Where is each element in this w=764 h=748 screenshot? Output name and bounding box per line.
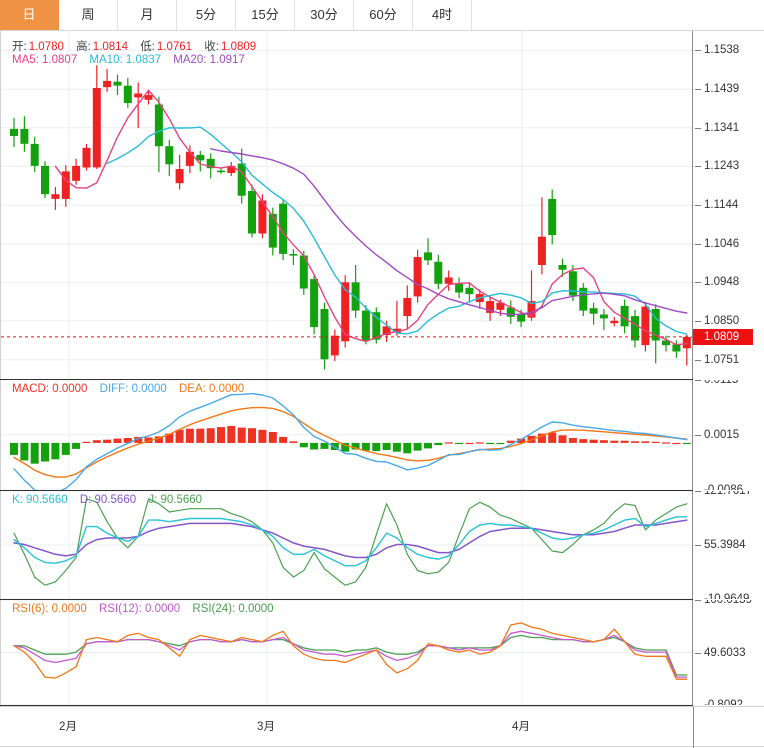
price-tick-label: 1.1243: [704, 160, 740, 173]
kdj-plot-svg: [1, 491, 692, 599]
tab-4hour[interactable]: 4时: [413, 0, 472, 30]
price-tick-label: 1.1439: [704, 83, 740, 96]
price-tick-label: 1.1341: [704, 121, 740, 134]
x-axis-right-edge: [693, 707, 694, 748]
tabbar-filler: [472, 0, 764, 30]
macd-tick-mark: [695, 434, 701, 436]
x-axis: 2月 3月 4月: [0, 706, 764, 748]
kdj-tick-mark: [695, 491, 701, 492]
macd-plot-svg: [1, 380, 692, 490]
price-tick-mark: [695, 89, 701, 91]
price-tick-label: 1.1046: [704, 237, 740, 250]
rsi-tick-mark: [695, 652, 701, 654]
tab-60min[interactable]: 60分: [354, 0, 413, 30]
tab-month[interactable]: 月: [118, 0, 177, 30]
rsi-xaxis-separator: [0, 705, 693, 706]
price-tick-label: 1.0948: [704, 276, 740, 289]
x-label-apr: 4月: [512, 721, 530, 733]
tab-day[interactable]: 日: [0, 0, 59, 30]
macd-tick-mark: [695, 380, 701, 381]
macd-tick-label: 0.0015: [704, 428, 740, 441]
rsi-tick-label: 49.6033: [704, 646, 746, 659]
price-tick-label: 1.0850: [704, 314, 740, 327]
kdj-tick-label: 121.7617: [704, 491, 752, 497]
tab-week[interactable]: 周: [59, 0, 118, 30]
macd-axis: 0.0115 0.0015 -0.0086: [693, 380, 764, 490]
price-tick-mark: [695, 50, 701, 52]
x-label-feb: 2月: [59, 721, 77, 733]
price-tick-label: 1.1144: [704, 199, 739, 212]
price-tick-mark: [695, 166, 701, 168]
macd-tick-label: -0.0086: [704, 484, 744, 490]
current-price-badge: 1.0809: [693, 328, 753, 345]
macd-plot[interactable]: [0, 380, 693, 490]
kdj-tick-label: -10.9649: [704, 593, 750, 599]
rsi-tick-label: 100.0159: [704, 600, 752, 606]
price-plot-svg: [1, 31, 692, 379]
kdj-plot[interactable]: [0, 491, 693, 599]
price-tick-mark: [695, 243, 701, 245]
rsi-tick-mark: [695, 600, 701, 601]
price-tick-label: 1.1538: [704, 44, 740, 57]
price-axis: 1.1538 1.1439 1.1341 1.1243 1.1144 1.1046 1.09…: [693, 31, 764, 379]
price-plot[interactable]: [0, 31, 693, 379]
kdj-tick-mark: [695, 545, 701, 546]
kdj-axis: 121.7617 55.3984 -10.9649: [693, 491, 764, 599]
macd-tick-label: 0.0115: [704, 380, 739, 386]
rsi-plot[interactable]: [0, 600, 693, 705]
price-tick-mark: [695, 127, 701, 129]
price-tick-mark: [695, 320, 701, 322]
price-tick-mark: [695, 205, 701, 207]
tab-5min[interactable]: 5分: [177, 0, 236, 30]
x-label-mar: 3月: [257, 721, 275, 733]
rsi-axis: 100.0159 49.6033 -0.8092: [693, 600, 764, 705]
tab-30min[interactable]: 30分: [295, 0, 354, 30]
price-tick-label: 1.0751: [704, 353, 740, 366]
tab-15min[interactable]: 15分: [236, 0, 295, 30]
rsi-tick-label: -0.8092: [704, 699, 744, 705]
price-tick-mark: [695, 359, 701, 361]
price-tick-mark: [695, 282, 701, 284]
period-tabbar: 日 周 月 5分 15分 30分 60分 4时: [0, 0, 764, 31]
chart-frame: 1.1538 1.1439 1.1341 1.1243 1.1144 1.1046 1.09…: [0, 31, 764, 748]
kdj-tick-label: 55.3984: [704, 539, 746, 551]
rsi-plot-svg: [1, 600, 692, 705]
